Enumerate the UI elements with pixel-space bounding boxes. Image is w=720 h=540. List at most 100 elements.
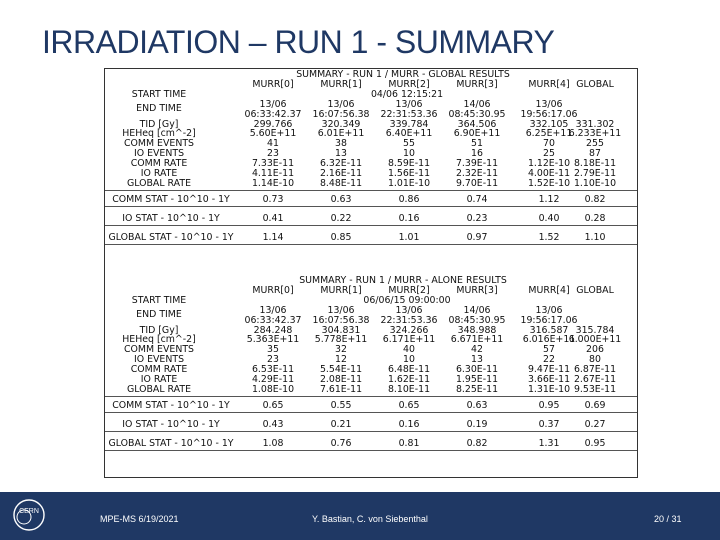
stat-cell: 0.95 (538, 399, 560, 411)
data-cell: 1.62E-11 (387, 374, 431, 385)
data-cell: 2.08E-11 (319, 374, 363, 385)
data-cell: 6.016E+11 (522, 334, 576, 346)
stat-cell: 0.41 (262, 212, 284, 224)
data-cell: 6.000E+11 (568, 334, 622, 346)
end-clock-cell: 08:45:30.95 (448, 314, 506, 326)
footer-bar: CERN MPE-MS 6/19/2021 Y. Bastian, C. von… (0, 492, 720, 540)
end-clock-cell: 19:56:17.06 (520, 108, 578, 120)
data-cell: 8.10E-11 (387, 383, 431, 395)
cern-logo-icon: CERN (13, 499, 45, 531)
divider (105, 430, 637, 432)
start-time-value: 04/06 12:15:21 (370, 88, 444, 100)
data-cell: 51 (471, 138, 483, 150)
end-date-cell: 13/06 (535, 98, 563, 110)
stat-cell: 1.52 (538, 231, 560, 243)
stat-cell: 1.12 (538, 193, 560, 205)
end-clock-cell: 22:31:53.36 (380, 108, 438, 120)
data-cell: 6.233E+11 (568, 128, 622, 140)
end-clock-cell: 06:33:42.37 (244, 108, 302, 120)
data-cell: 12 (335, 354, 347, 366)
stat-cell: 0.85 (330, 231, 352, 243)
stat-cell: 0.95 (584, 437, 606, 449)
end-date-cell: 13/06 (259, 304, 287, 316)
data-cell: 331.302 (575, 118, 615, 130)
divider (105, 243, 637, 245)
end-clock-cell: 22:31:53.36 (380, 314, 438, 326)
end-date-cell: 14/06 (463, 98, 491, 110)
block-heading: SUMMARY - RUN 1 / MURR - ALONE RESULTS (299, 275, 507, 286)
end-date-cell: 13/06 (535, 304, 563, 316)
row-label: HEHeq [cm^-2] (122, 128, 196, 140)
stat-cell: 0.40 (538, 212, 560, 224)
stat-label: IO STAT - 10^10 - 1Y (122, 212, 220, 224)
data-cell: 8.18E-11 (573, 158, 617, 170)
stat-cell: 0.76 (330, 437, 352, 449)
data-cell: 316.587 (529, 324, 569, 336)
row-label: COMM RATE (130, 364, 188, 376)
stat-cell: 1.08 (262, 437, 284, 449)
data-cell: 8.48E-11 (319, 177, 363, 189)
column-header: MURR[1] (320, 78, 362, 90)
column-header: GLOBAL (576, 78, 614, 90)
stat-cell: 0.21 (330, 418, 352, 430)
data-cell: 16 (471, 148, 483, 160)
data-cell: 9.47E-11 (527, 364, 571, 376)
footer-page-number: 20 / 31 (654, 514, 682, 524)
stat-cell: 0.28 (584, 212, 606, 224)
stat-cell: 0.65 (262, 399, 284, 411)
data-cell: 1.08E-10 (251, 383, 295, 395)
end-clock-cell: 16:07:56.38 (312, 314, 370, 326)
row-label: COMM EVENTS (123, 138, 195, 150)
stat-cell: 0.69 (584, 399, 606, 411)
data-cell: 255 (586, 138, 604, 150)
row-label: IO EVENTS (133, 148, 185, 160)
stat-cell: 0.55 (330, 399, 352, 411)
stat-label: COMM STAT - 10^10 - 1Y (112, 193, 230, 205)
data-cell: 35 (267, 344, 279, 356)
stat-cell: 0.43 (262, 418, 284, 430)
data-cell: 38 (335, 138, 347, 150)
row-label: IO RATE (140, 374, 178, 385)
data-cell: 6.90E+11 (453, 128, 501, 140)
row-label: IO EVENTS (133, 354, 185, 366)
data-cell: 57 (543, 344, 555, 356)
data-cell: 7.61E-11 (319, 383, 363, 395)
stat-cell: 1.31 (538, 437, 560, 449)
stat-cell: 0.65 (398, 399, 420, 411)
end-clock-cell: 19:56:17.06 (520, 314, 578, 326)
data-cell: 304.831 (321, 324, 361, 336)
stat-cell: 0.63 (466, 399, 488, 411)
data-cell: 32 (335, 344, 347, 356)
stat-cell: 0.81 (398, 437, 420, 449)
data-cell: 9.70E-11 (455, 177, 499, 189)
data-cell: 6.40E+11 (385, 128, 433, 140)
data-cell: 348.988 (457, 324, 497, 336)
summary-table: SUMMARY - RUN 1 / MURR - GLOBAL RESULTS M… (104, 68, 638, 478)
data-cell: 1.31E-10 (527, 383, 571, 395)
stat-label: GLOBAL STAT - 10^10 - 1Y (108, 231, 234, 243)
data-cell: 1.12E-10 (527, 158, 571, 170)
end-date-cell: 13/06 (327, 98, 355, 110)
column-header: MURR[4] (528, 78, 570, 90)
end-date-cell: 13/06 (259, 98, 287, 110)
data-cell: 1.10E-10 (573, 177, 617, 189)
data-cell: 5.54E-11 (319, 364, 363, 376)
stat-cell: 0.16 (398, 418, 420, 430)
row-label: COMM RATE (130, 158, 188, 170)
data-cell: 206 (586, 344, 604, 356)
data-cell: 284.248 (253, 324, 293, 336)
data-cell: 339.784 (389, 118, 429, 130)
stat-cell: 0.97 (466, 231, 488, 243)
start-time-value: 06/06/15 09:00:00 (363, 294, 451, 306)
row-label: HEHeq [cm^-2] (122, 334, 196, 346)
logo-text: CERN (19, 508, 39, 515)
end-date-cell: 14/06 (463, 304, 491, 316)
page-title: IRRADIATION – RUN 1 - SUMMARY (42, 24, 555, 60)
data-cell: 7.39E-11 (455, 158, 499, 170)
data-cell: 6.53E-11 (251, 364, 295, 376)
data-cell: 10 (403, 148, 415, 160)
data-cell: 5.60E+11 (249, 128, 297, 140)
data-cell: 9.53E-11 (573, 383, 617, 395)
data-cell: 2.16E-11 (319, 168, 363, 179)
row-label: TID [Gy] (139, 118, 179, 130)
